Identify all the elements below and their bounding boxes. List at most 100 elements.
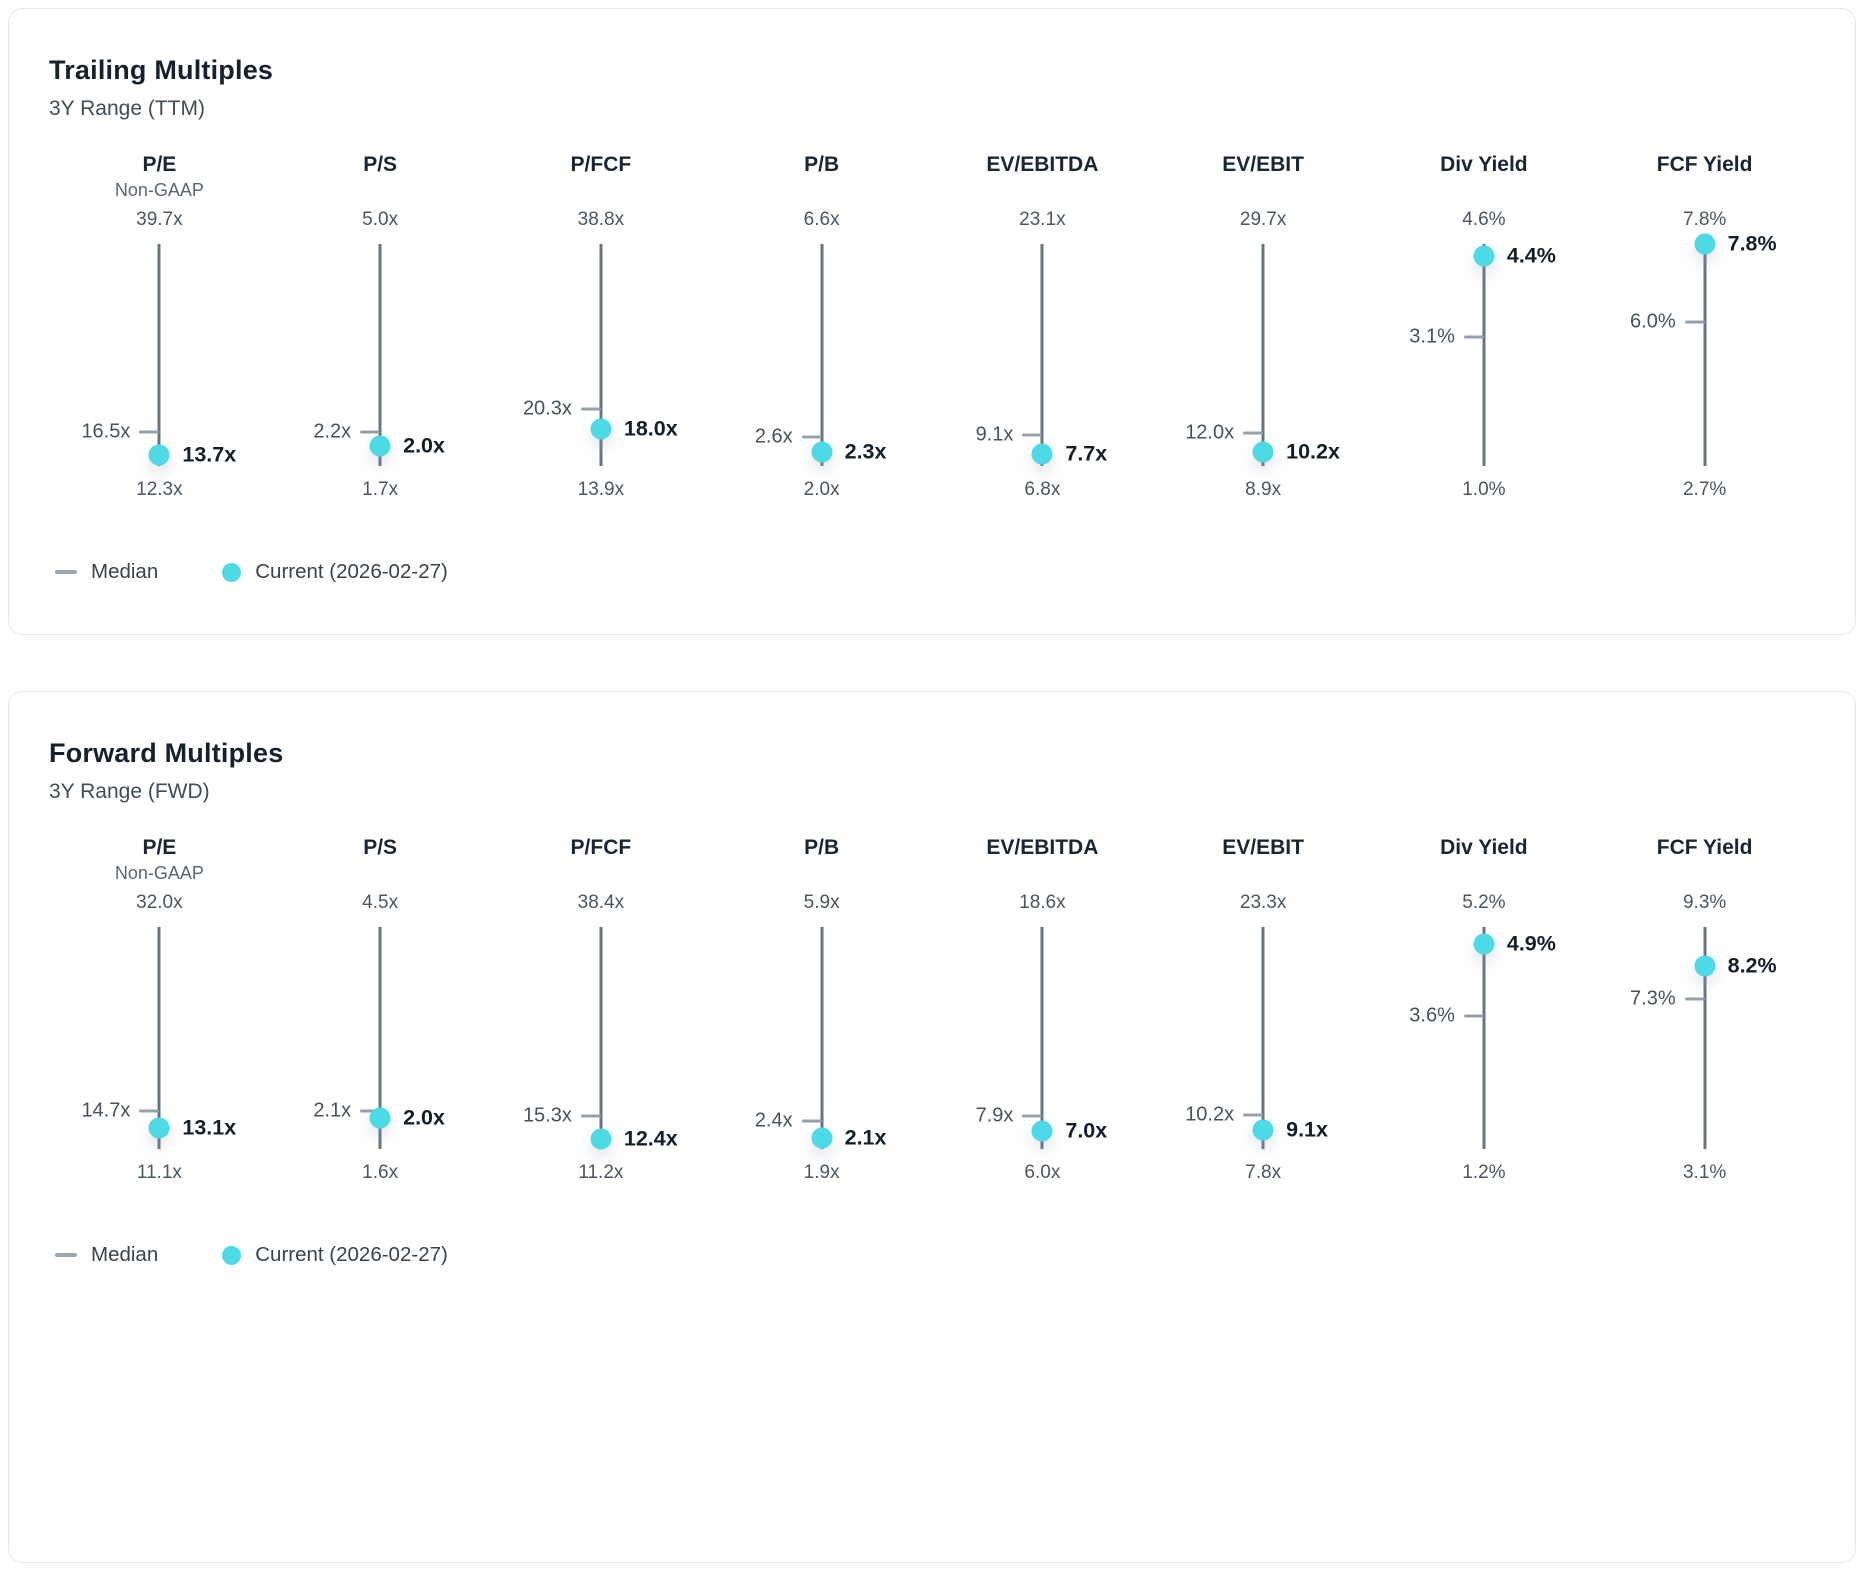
current-marker[interactable]: 9.1x xyxy=(1252,1117,1328,1143)
current-marker[interactable]: 10.2x xyxy=(1252,440,1340,465)
range-low-label: 3.1% xyxy=(1682,1162,1727,1183)
range-low-label: 7.8x xyxy=(1245,1162,1282,1183)
metric-column: Div Yield 5.2% 3.6% 4.9% 1.2% xyxy=(1374,835,1595,1185)
current-marker[interactable]: 2.3x xyxy=(811,439,887,464)
range-chart: 3.1% 4.4% xyxy=(1374,244,1595,466)
current-marker[interactable]: 7.8% xyxy=(1694,232,1777,257)
current-value-label: 4.9% xyxy=(1506,931,1556,956)
metric-column: FCF Yield 9.3% 7.3% 8.2% 3.1% xyxy=(1594,835,1815,1185)
metric-label: P/S xyxy=(363,836,398,859)
median-marker: 7.3% xyxy=(1630,987,1705,1010)
current-dot-icon[interactable] xyxy=(811,1127,833,1149)
median-value-label: 16.5x xyxy=(81,420,131,443)
current-dot-icon[interactable] xyxy=(590,1128,612,1150)
current-marker[interactable]: 2.0x xyxy=(369,1106,445,1131)
median-marker: 16.5x xyxy=(81,420,160,443)
current-value-label: 2.3x xyxy=(844,439,887,464)
current-marker[interactable]: 18.0x xyxy=(590,417,678,442)
legend-item-median[interactable]: Median xyxy=(55,1243,158,1267)
current-marker[interactable]: 8.2% xyxy=(1694,954,1777,979)
current-dot-icon[interactable] xyxy=(1252,1119,1274,1141)
range-line xyxy=(378,244,382,466)
legend-item-current[interactable]: Current (2026-02-27) xyxy=(222,1243,448,1267)
range-high-label: 9.3% xyxy=(1682,892,1727,913)
range-low-label: 8.9x xyxy=(1245,479,1282,500)
range-line xyxy=(1040,927,1044,1149)
median-value-label: 6.0% xyxy=(1630,310,1676,333)
median-tick-icon xyxy=(801,435,822,439)
current-dot-icon[interactable] xyxy=(1694,955,1716,977)
median-tick-icon xyxy=(1243,431,1264,435)
range-chart: 14.7x 13.1x xyxy=(49,927,270,1149)
current-value-label: 13.7x xyxy=(182,442,237,467)
current-marker[interactable]: 7.0x xyxy=(1031,1118,1108,1144)
legend-item-current[interactable]: Current (2026-02-27) xyxy=(222,560,448,584)
range-line xyxy=(820,244,824,466)
current-dot-icon[interactable] xyxy=(1031,443,1053,465)
median-value-label: 14.7x xyxy=(81,1099,131,1122)
metric-sublabel: Non-GAAP xyxy=(114,863,204,883)
range-high-label: 4.6% xyxy=(1462,209,1506,230)
range-low-label: 1.2% xyxy=(1462,1162,1506,1183)
range-low-label: 6.8x xyxy=(1024,479,1061,500)
current-marker[interactable]: 2.0x xyxy=(369,433,445,458)
current-dot-icon[interactable] xyxy=(148,444,170,466)
range-low-label: 1.6x xyxy=(362,1162,399,1183)
current-marker[interactable]: 2.1x xyxy=(811,1125,886,1150)
median-marker: 3.1% xyxy=(1409,325,1484,348)
range-line xyxy=(1040,244,1044,466)
median-tick-icon xyxy=(139,430,160,434)
range-high-label: 38.8x xyxy=(577,209,625,230)
current-value-label: 4.4% xyxy=(1506,243,1556,268)
median-marker: 9.1x xyxy=(976,423,1043,446)
legend-item-median[interactable]: Median xyxy=(55,560,158,584)
current-marker[interactable]: 4.4% xyxy=(1473,243,1556,269)
current-marker[interactable]: 4.9% xyxy=(1473,931,1556,956)
panel-title: Trailing Multiples xyxy=(49,55,274,85)
range-chart: 20.3x 18.0x xyxy=(491,244,712,466)
range-high-label: 6.6x xyxy=(803,209,840,230)
current-dot-icon[interactable] xyxy=(1031,1120,1053,1142)
range-line xyxy=(1261,927,1265,1149)
median-marker: 3.6% xyxy=(1409,1004,1484,1027)
range-high-label: 38.4x xyxy=(577,892,625,913)
current-marker[interactable]: 7.7x xyxy=(1031,441,1107,466)
current-dot-icon[interactable] xyxy=(1694,233,1716,255)
median-value-label: 2.1x xyxy=(313,1099,352,1122)
median-tick-icon xyxy=(580,407,601,411)
range-chart: 12.0x 10.2x xyxy=(1153,244,1374,466)
current-value-label: 9.1x xyxy=(1286,1117,1328,1142)
range-high-label: 23.3x xyxy=(1239,892,1287,913)
current-marker[interactable]: 13.1x xyxy=(148,1115,236,1140)
median-value-label: 2.6x xyxy=(754,425,793,448)
current-dot-icon xyxy=(222,1245,242,1265)
median-marker: 2.2x xyxy=(313,421,381,444)
metric-column: P/S 5.0x 2.2x 2.0x 1.7x xyxy=(270,152,491,502)
current-dot-icon[interactable] xyxy=(1473,245,1495,267)
median-marker: 2.6x xyxy=(755,426,822,449)
metric-label: P/E xyxy=(142,836,177,859)
current-marker[interactable]: 12.4x xyxy=(590,1127,678,1152)
range-line xyxy=(1482,244,1486,466)
current-marker[interactable]: 13.7x xyxy=(148,442,237,467)
current-value-label: 7.0x xyxy=(1065,1118,1108,1143)
median-tick-icon xyxy=(360,430,381,434)
range-line xyxy=(378,927,382,1149)
current-dot-icon[interactable] xyxy=(811,441,833,463)
current-dot-icon[interactable] xyxy=(369,1107,391,1129)
metric-label: FCF Yield xyxy=(1656,836,1753,859)
range-chart: 3.6% 4.9% xyxy=(1374,927,1595,1149)
metric-label: EV/EBIT xyxy=(1222,836,1304,859)
current-dot-icon[interactable] xyxy=(1473,933,1495,955)
range-low-label: 6.0x xyxy=(1024,1162,1061,1183)
range-chart: 16.5x 13.7x xyxy=(49,244,270,466)
legend: Median Current (2026-02-27) xyxy=(49,1243,1815,1267)
current-dot-icon[interactable] xyxy=(1252,441,1274,463)
range-line xyxy=(1703,244,1707,466)
current-dot-icon[interactable] xyxy=(590,418,612,440)
current-dot-icon[interactable] xyxy=(369,435,391,457)
current-dot-icon[interactable] xyxy=(148,1117,170,1139)
metric-label: FCF Yield xyxy=(1656,153,1753,176)
median-value-label: 9.1x xyxy=(975,423,1014,446)
median-value-label: 15.3x xyxy=(522,1104,572,1127)
